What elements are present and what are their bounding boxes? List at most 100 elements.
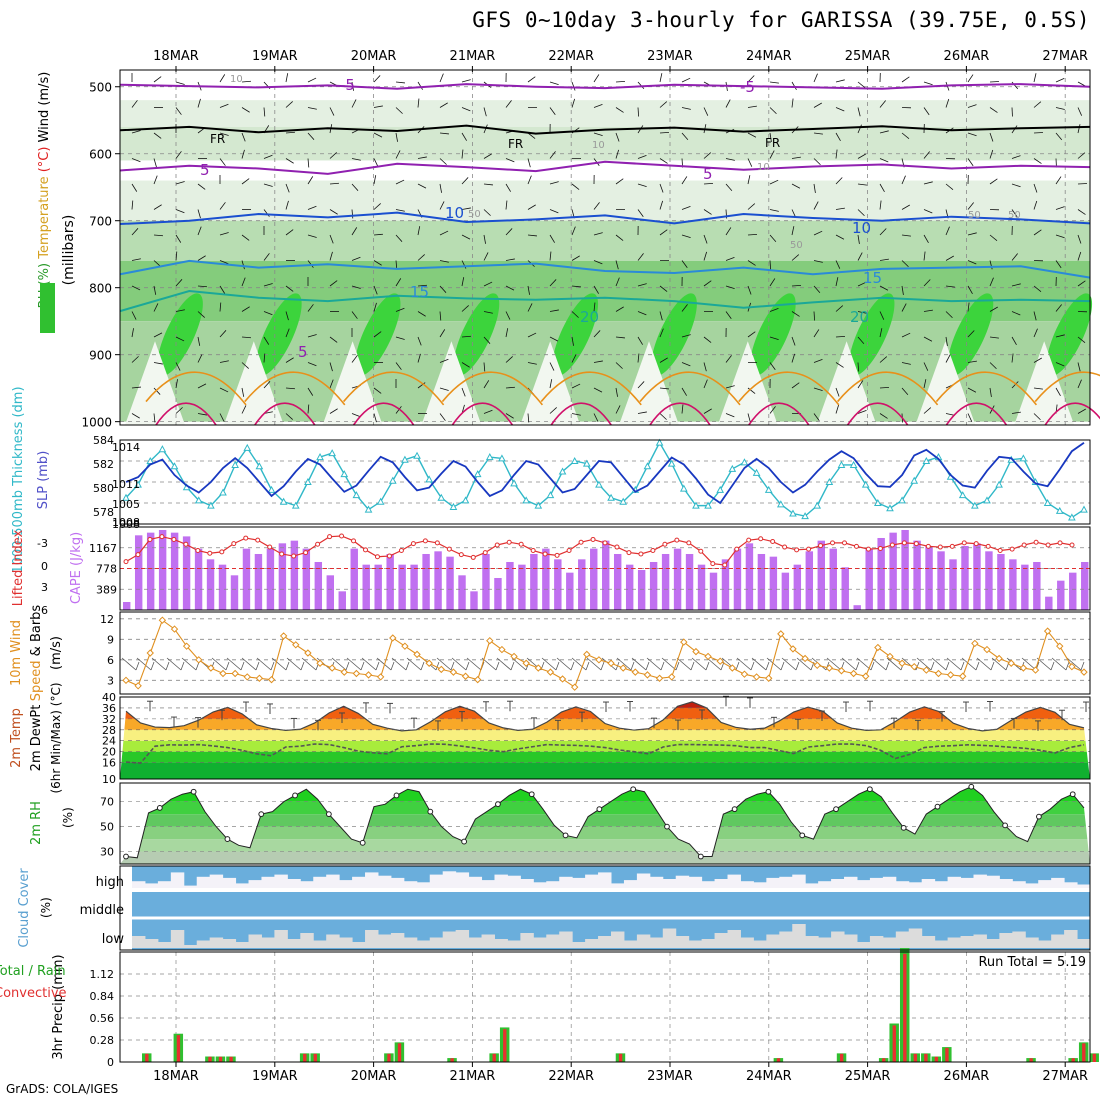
wind-barb [857,153,866,159]
wind-barb [923,309,933,312]
wind-barb-10m [211,657,227,671]
wind-barb [527,332,537,338]
precip-convective-bar [903,953,907,1062]
wind-barb [395,132,398,142]
cape-bar [841,567,849,610]
cloud-high-bar [805,883,819,890]
cape-tick-label: 778 [96,563,117,576]
cape-bar [398,564,406,610]
rh-contour-label: 50 [1008,210,1021,221]
isotherm-line [119,211,1091,226]
thickness-point [655,438,664,446]
wind-barb [703,280,712,287]
wind-barb-10m-flag [360,661,365,671]
wind-barb [461,335,472,338]
rh-line [125,786,1085,859]
li-point [231,541,237,547]
thickness-point [437,493,446,501]
cloud-high-bar [183,885,198,890]
cape-bar [673,548,682,610]
wind-barb [989,234,998,241]
temp-y-axis-title-2: 2m DewPt [29,705,44,772]
wind-barb [417,382,426,389]
rh-point [528,791,535,798]
wind-speed-point [122,676,130,685]
upper-y-label: 500 [89,81,112,95]
li-point [267,544,273,550]
wind-barb [879,183,885,192]
wind-y-axis-title-2-part-1: & Barbs [29,605,44,657]
cape-bar [194,548,203,610]
wind-barb [1033,101,1042,108]
li-point [758,536,764,542]
wind-barb-10m [676,657,692,671]
cape-bar [314,561,323,610]
date-label-top: 22MAR [548,49,594,64]
wind-barb [373,233,384,236]
wind-barb [923,151,930,159]
cloud-low-bar [921,936,936,948]
li-point [1069,542,1075,548]
rh-point [123,853,129,860]
isotherm-30 [748,402,810,426]
cloud-low-bar [740,937,754,948]
wind-barb-10m [781,657,797,671]
wind-barb [1077,152,1086,159]
wind-tick-label: 9 [107,633,114,646]
upper-y-label: 900 [89,349,112,363]
wind-barb [175,209,185,214]
wind-barb [241,306,250,312]
wind-barb-10m [286,657,302,671]
cloud-unit-label: (%) [39,897,53,918]
wind-barb [483,183,493,186]
wind-speed-point [449,668,458,676]
wind-barb-10m [166,657,182,671]
li-point [842,540,847,546]
wind-barb-10m-flag [555,661,560,671]
panel-bg-precip [120,952,1090,1062]
wind-barb [307,77,317,83]
wind-speed-point [352,669,361,678]
cloud-high-bar [675,875,690,890]
wind-barb [659,311,663,321]
wind-barb [945,183,954,190]
thickness-point [291,501,300,509]
wind-tick-label: 3 [107,674,114,687]
rh-point [833,806,839,813]
rh-point [495,801,501,808]
wind-barb-10m-flag [675,661,680,671]
thickness-tick-label: 578 [93,506,114,519]
cape-bar [326,575,335,610]
cloud-low-bar [714,933,729,948]
wind-barb-10m-flag [975,661,980,671]
isotherm-25 [1034,371,1100,403]
wind-speed-point [401,642,409,650]
wind-barb [703,362,707,372]
li-point [578,539,584,545]
wind-barb-10m-flag [270,661,275,671]
wind-speed-point [971,639,979,648]
cloud-high-bar [701,881,716,890]
li-point [818,543,824,549]
li-point [1021,542,1027,548]
wind-barb-10m [1066,657,1082,671]
wind-barb-10m-flag [645,661,650,671]
wind-barb [967,360,977,363]
li-point [219,549,225,555]
wind-barb-10m [496,657,512,671]
wind-barb [285,413,293,420]
isotherm-line [119,160,1091,175]
cape-bar [625,564,634,610]
wind-speed-point [716,657,724,665]
wind-barb [351,99,357,108]
thickness-point [801,512,809,520]
li-point [1033,539,1039,545]
wind-barb [835,149,838,159]
wind-barb [175,251,178,261]
wind-barb [505,158,515,163]
cloud-low-bar [533,937,547,948]
temp-tick-label: 20 [102,746,116,759]
thickness-point [485,453,494,461]
wind-barb [813,359,823,363]
wind-barb [131,100,138,108]
